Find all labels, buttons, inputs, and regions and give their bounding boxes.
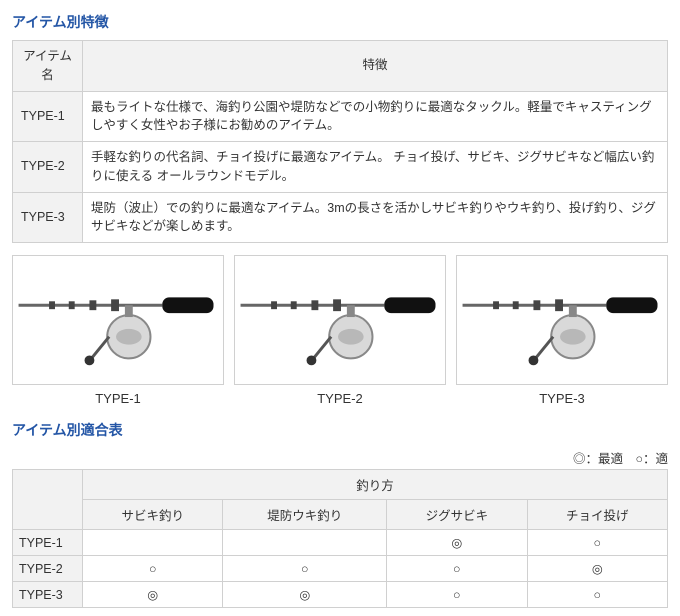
col-header: ジグサビキ — [387, 500, 527, 530]
features-table: アイテム名 特徴 TYPE-1 最もライトな仕様で、海釣り公園や堤防などでの小物… — [12, 40, 668, 243]
row-name: TYPE-1 — [13, 530, 83, 556]
cell: ◎ — [223, 582, 387, 608]
product-thumbnail[interactable] — [12, 255, 224, 385]
table-row: TYPE-3 堤防（波止）での釣りに最適なアイテム。3mの長さを活かしサビキ釣り… — [13, 192, 668, 243]
gallery-caption: TYPE-1 — [12, 391, 224, 406]
cell: ○ — [83, 556, 223, 582]
row-name: TYPE-2 — [13, 556, 83, 582]
table-row: TYPE-2 手軽な釣りの代名詞、チョイ投げに最適なアイテム。 チョイ投げ、サビ… — [13, 142, 668, 193]
col-header: サビキ釣り — [83, 500, 223, 530]
empty-corner — [13, 470, 83, 530]
product-thumbnail[interactable] — [456, 255, 668, 385]
col-header-feature: 特徴 — [83, 41, 668, 92]
row-desc: 手軽な釣りの代名詞、チョイ投げに最適なアイテム。 チョイ投げ、サビキ、ジグサビキ… — [83, 142, 668, 193]
row-name: TYPE-3 — [13, 582, 83, 608]
gallery-item: TYPE-1 — [12, 255, 224, 406]
gallery-caption: TYPE-2 — [234, 391, 446, 406]
cell: ○ — [387, 582, 527, 608]
col-header: チョイ投げ — [527, 500, 667, 530]
cell: ○ — [223, 556, 387, 582]
cell — [83, 530, 223, 556]
rod-reel-icon — [235, 256, 445, 384]
col-header-name: アイテム名 — [13, 41, 83, 92]
row-name: TYPE-1 — [13, 91, 83, 142]
row-name: TYPE-3 — [13, 192, 83, 243]
table-row: TYPE-3 ◎ ◎ ○ ○ — [13, 582, 668, 608]
product-gallery: TYPE-1 TYPE-2 — [12, 255, 668, 406]
table-row: TYPE-1 最もライトな仕様で、海釣り公園や堤防などでの小物釣りに最適なタック… — [13, 91, 668, 142]
features-heading: アイテム別特徴 — [12, 12, 668, 32]
gallery-caption: TYPE-3 — [456, 391, 668, 406]
cell: ○ — [387, 556, 527, 582]
gallery-item: TYPE-2 — [234, 255, 446, 406]
compatibility-table: 釣り方 サビキ釣り 堤防ウキ釣り ジグサビキ チョイ投げ TYPE-1 ◎ ○ … — [12, 469, 668, 608]
legend-text: ◎：最適 ○：適 — [12, 448, 668, 467]
cell: ○ — [527, 582, 667, 608]
cell: ◎ — [527, 556, 667, 582]
rod-reel-icon — [13, 256, 223, 384]
compat-heading: アイテム別適合表 — [12, 420, 668, 440]
col-header: 堤防ウキ釣り — [223, 500, 387, 530]
row-desc: 最もライトな仕様で、海釣り公園や堤防などでの小物釣りに最適なタックル。軽量でキャ… — [83, 91, 668, 142]
group-header: 釣り方 — [83, 470, 668, 500]
product-thumbnail[interactable] — [234, 255, 446, 385]
gallery-item: TYPE-3 — [456, 255, 668, 406]
table-row: TYPE-2 ○ ○ ○ ◎ — [13, 556, 668, 582]
cell — [223, 530, 387, 556]
cell: ◎ — [387, 530, 527, 556]
row-desc: 堤防（波止）での釣りに最適なアイテム。3mの長さを活かしサビキ釣りやウキ釣り、投… — [83, 192, 668, 243]
cell: ◎ — [83, 582, 223, 608]
cell: ○ — [527, 530, 667, 556]
row-name: TYPE-2 — [13, 142, 83, 193]
table-row: TYPE-1 ◎ ○ — [13, 530, 668, 556]
rod-reel-icon — [457, 256, 667, 384]
